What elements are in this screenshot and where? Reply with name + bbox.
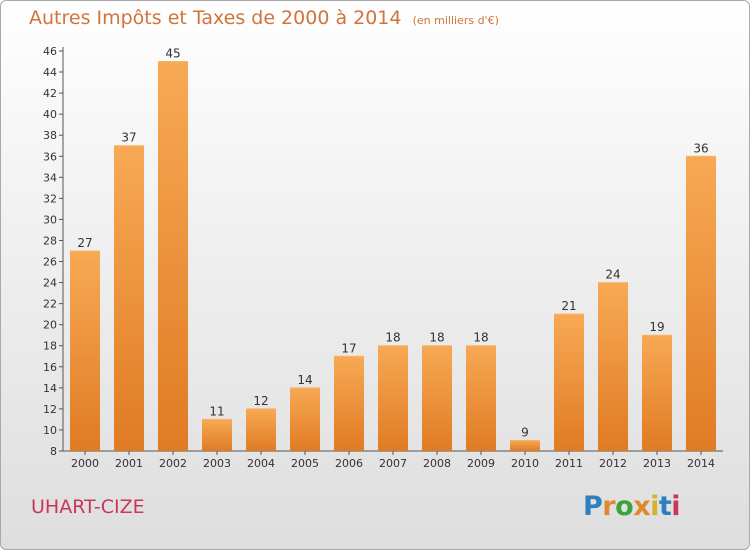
- x-tick-label-2010: 2010: [511, 457, 539, 470]
- y-tick-label: 40: [43, 108, 57, 121]
- value-label-2004: 12: [253, 394, 268, 408]
- x-tick-label-2008: 2008: [423, 457, 451, 470]
- x-tick-label-2012: 2012: [599, 457, 627, 470]
- x-tick-label-2013: 2013: [643, 457, 671, 470]
- x-tick-label-2000: 2000: [71, 457, 99, 470]
- bar-2000: [70, 251, 100, 451]
- y-tick-label: 14: [43, 382, 57, 395]
- bar-2005: [290, 387, 320, 451]
- bar-2007: [378, 345, 408, 451]
- y-tick-label: 10: [43, 424, 57, 437]
- proxiti-logo: Proxiti: [583, 491, 681, 522]
- y-tick-label: 44: [43, 66, 57, 79]
- value-label-2003: 11: [209, 404, 224, 418]
- bar-2011: [554, 314, 584, 451]
- x-tick-label-2007: 2007: [379, 457, 407, 470]
- x-tick-label-2001: 2001: [115, 457, 143, 470]
- y-tick-label: 18: [43, 340, 57, 353]
- x-tick-label-2011: 2011: [555, 457, 583, 470]
- y-tick-label: 30: [43, 213, 57, 226]
- y-tick-label: 36: [43, 150, 57, 163]
- bar-2012: [598, 282, 628, 451]
- value-label-2005: 14: [297, 373, 312, 387]
- y-tick-label: 8: [50, 445, 57, 458]
- bar-2010: [510, 440, 540, 451]
- chart-unit: (en milliers d'€): [412, 14, 499, 27]
- y-tick-label: 26: [43, 256, 57, 269]
- value-label-2008: 18: [429, 331, 444, 345]
- value-label-2006: 17: [341, 341, 356, 355]
- value-label-2007: 18: [385, 331, 400, 345]
- value-label-2014: 36: [693, 141, 708, 155]
- value-label-2000: 27: [77, 236, 92, 250]
- value-label-2002: 45: [165, 47, 180, 61]
- y-tick-label: 42: [43, 87, 57, 100]
- logo-letter: r: [602, 491, 616, 522]
- y-tick-labels: 8 10 12 14 16 18 20 22 24 26 28 30 32 34 36 38 40 42 44 46: [43, 45, 57, 458]
- bar-2004: [246, 408, 276, 451]
- logo-letter: x: [633, 491, 651, 522]
- bars: [70, 61, 716, 452]
- value-label-2012: 24: [605, 268, 620, 282]
- y-tick-label: 20: [43, 319, 57, 332]
- x-tick-label-2002: 2002: [159, 457, 187, 470]
- chart-title: Autres Impôts et Taxes de 2000 à 2014: [29, 7, 402, 29]
- bar-2008: [422, 345, 452, 451]
- x-tick-label-2009: 2009: [467, 457, 495, 470]
- bar-2001: [114, 145, 144, 451]
- x-tick-labels: 2000 2001 2002 2003 2004 2005 2006 2007 2008 2009…: [71, 457, 715, 470]
- title-row: Autres Impôts et Taxes de 2000 à 2014 (e…: [29, 7, 499, 29]
- y-tick-label: 28: [43, 234, 57, 247]
- value-label-2001: 37: [121, 131, 136, 145]
- bar-2002: [158, 61, 188, 452]
- logo-letter: t: [658, 491, 672, 522]
- logo-letter: i: [650, 491, 659, 522]
- y-tick-label: 34: [43, 171, 57, 184]
- x-tick-label-2004: 2004: [247, 457, 275, 470]
- bar-2014: [686, 156, 716, 451]
- value-labels: 27 37 45 11 12 14 17 18 18 18 9 21 24 19 36: [77, 47, 708, 440]
- value-label-2009: 18: [473, 331, 488, 345]
- y-tick-label: 32: [43, 192, 57, 205]
- commune-name: UHART-CIZE: [31, 496, 145, 518]
- y-tick-label: 38: [43, 129, 57, 142]
- logo-letter: i: [671, 491, 681, 522]
- bar-2006: [334, 356, 364, 451]
- logo-letter: P: [583, 491, 603, 522]
- x-tick-label-2005: 2005: [291, 457, 319, 470]
- logo-letter: o: [615, 491, 634, 522]
- y-tick-label: 12: [43, 403, 57, 416]
- y-tick-label: 24: [43, 277, 57, 290]
- bar-2003: [202, 419, 232, 451]
- value-label-2010: 9: [521, 425, 529, 439]
- value-label-2011: 21: [561, 299, 576, 313]
- y-tick-label: 16: [43, 361, 57, 374]
- x-tick-label-2003: 2003: [203, 457, 231, 470]
- bar-2013: [642, 335, 672, 451]
- bar-2009: [466, 345, 496, 451]
- x-tick-label-2006: 2006: [335, 457, 363, 470]
- y-tick-label: 46: [43, 45, 57, 58]
- value-label-2013: 19: [649, 320, 664, 334]
- x-tick-label-2014: 2014: [687, 457, 715, 470]
- y-tick-label: 22: [43, 298, 57, 311]
